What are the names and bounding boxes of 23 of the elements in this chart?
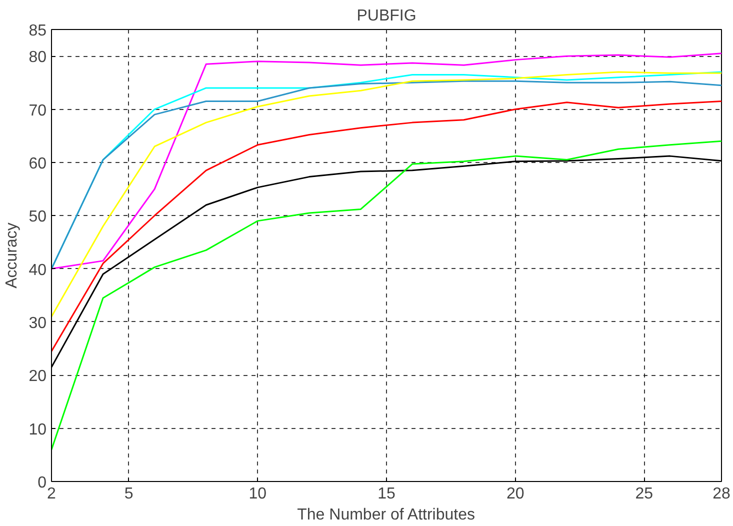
- y-tick-label: 50: [28, 208, 47, 226]
- x-tick-label: 2: [47, 486, 56, 502]
- y-tick-label: 30: [28, 314, 47, 332]
- y-tick-label: 70: [28, 102, 47, 120]
- y-tick-label: 10: [28, 421, 47, 438]
- x-tick-label: 15: [378, 486, 396, 502]
- x-tick-label: 25: [635, 486, 654, 502]
- y-tick-label: 20: [28, 368, 47, 386]
- y-tick-label: 0: [38, 474, 47, 492]
- x-tick-label: 10: [248, 486, 267, 502]
- x-tick-label: 5: [124, 486, 134, 502]
- y-tick-label: 80: [28, 49, 47, 66]
- y-tick-label: 60: [28, 155, 47, 172]
- chart-title: PUBFIG: [356, 8, 416, 24]
- y-tick-label: 85: [28, 22, 47, 40]
- y-axis-title: Accuracy: [4, 222, 21, 288]
- line-series: [52, 140, 722, 450]
- x-tick-label: 20: [506, 486, 524, 502]
- line-series: [52, 71, 722, 318]
- y-tick-label: 40: [28, 262, 47, 279]
- x-tick-label: 28: [712, 486, 730, 502]
- x-axis-title: The Number of Attributes: [297, 506, 475, 524]
- line-series: [52, 100, 722, 352]
